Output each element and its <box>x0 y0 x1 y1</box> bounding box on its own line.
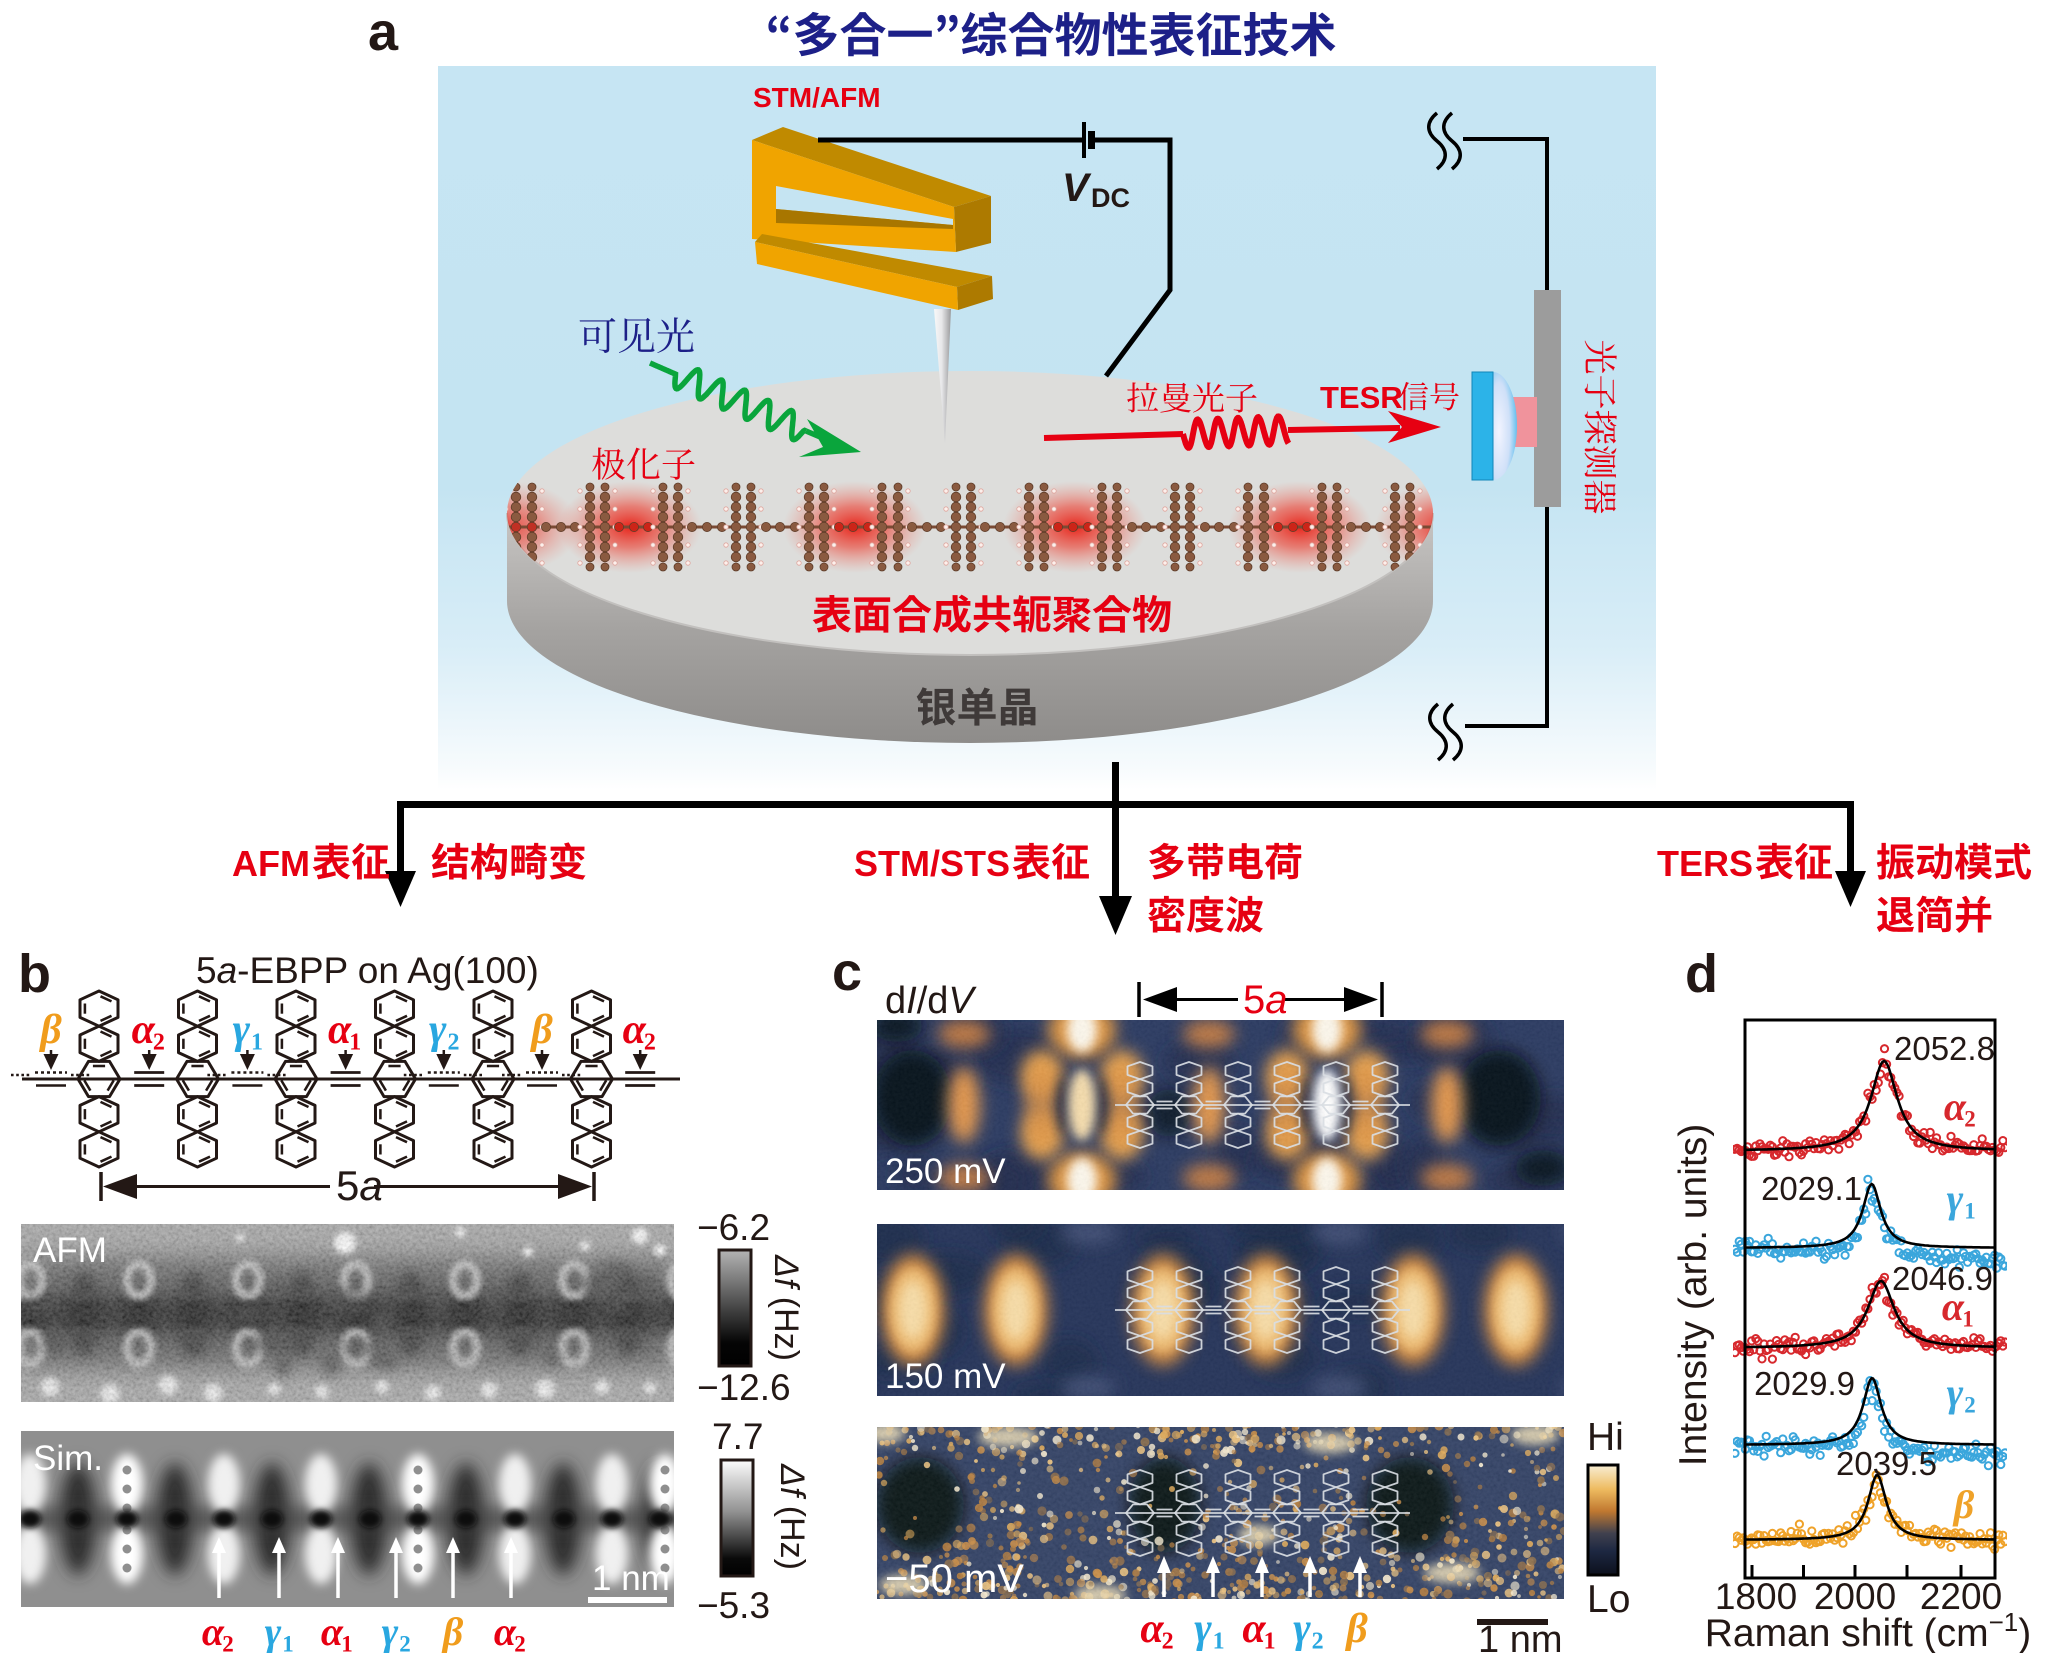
svg-text:α: α <box>1942 1284 1965 1329</box>
svg-text:2: 2 <box>399 1631 411 1653</box>
svg-text:γ: γ <box>1293 1606 1311 1652</box>
svg-text:−5.3: −5.3 <box>697 1585 770 1626</box>
svg-text:2052.8: 2052.8 <box>1894 1030 1995 1067</box>
svg-text:Δf (Hz): Δf (Hz) <box>767 1254 805 1361</box>
svg-text:1: 1 <box>282 1631 294 1653</box>
svg-text:α: α <box>132 1007 156 1053</box>
svg-text:TERS: TERS <box>1657 843 1753 884</box>
svg-text:Δf (Hz): Δf (Hz) <box>773 1463 811 1570</box>
svg-text:d: d <box>1685 944 1718 1004</box>
svg-text:γ: γ <box>1947 1370 1964 1415</box>
svg-text:α: α <box>321 1609 344 1653</box>
svg-text:β: β <box>441 1609 464 1653</box>
svg-text:1: 1 <box>1964 1198 1976 1223</box>
svg-text:γ: γ <box>1947 1176 1964 1221</box>
svg-text:2000: 2000 <box>1814 1576 1896 1617</box>
svg-text:−50 mV: −50 mV <box>885 1557 1024 1601</box>
svg-text:5a: 5a <box>336 1162 383 1209</box>
svg-text:AFM: AFM <box>33 1231 107 1270</box>
svg-text:γ: γ <box>1194 1606 1212 1652</box>
svg-text:β: β <box>38 1007 62 1053</box>
svg-text:2: 2 <box>1312 1629 1324 1653</box>
svg-text:1: 1 <box>251 1030 263 1056</box>
svg-text:2029.1: 2029.1 <box>1761 1170 1862 1207</box>
svg-text:α: α <box>494 1609 517 1653</box>
svg-text:2: 2 <box>222 1631 234 1653</box>
svg-text:7.7: 7.7 <box>712 1416 763 1457</box>
svg-text:2: 2 <box>447 1030 459 1056</box>
svg-text:β: β <box>1344 1606 1368 1652</box>
svg-text:1: 1 <box>341 1631 353 1653</box>
svg-text:1: 1 <box>1264 1629 1276 1653</box>
svg-text:2: 2 <box>514 1631 526 1653</box>
svg-text:DC: DC <box>1091 183 1130 213</box>
svg-text:1: 1 <box>1962 1306 1974 1331</box>
svg-text:b: b <box>18 944 51 1004</box>
svg-text:γ: γ <box>429 1007 447 1053</box>
svg-text:2039.5: 2039.5 <box>1836 1445 1937 1482</box>
svg-text:STM/AFM: STM/AFM <box>753 82 881 113</box>
svg-text:α: α <box>328 1007 352 1053</box>
svg-text:5a-EBPP on Ag(100): 5a-EBPP on Ag(100) <box>196 950 539 991</box>
svg-text:α: α <box>1242 1606 1266 1652</box>
svg-text:TESR: TESR <box>1320 380 1403 415</box>
svg-text:2: 2 <box>1964 1392 1976 1417</box>
svg-text:α: α <box>202 1609 225 1653</box>
svg-text:Hi: Hi <box>1587 1416 1624 1459</box>
svg-text:β: β <box>1952 1482 1975 1527</box>
svg-text:−12.6: −12.6 <box>697 1367 791 1408</box>
svg-text:a: a <box>368 2 399 62</box>
svg-text:−6.2: −6.2 <box>697 1207 770 1248</box>
svg-text:250 mV: 250 mV <box>885 1152 1006 1191</box>
svg-text:dI/dV: dI/dV <box>885 980 977 1022</box>
svg-text:1 nm: 1 nm <box>592 1559 670 1598</box>
svg-text:STM/STS: STM/STS <box>854 843 1010 884</box>
svg-text:γ: γ <box>382 1609 399 1653</box>
svg-text:α: α <box>1944 1084 1967 1129</box>
svg-text:2: 2 <box>1162 1629 1174 1653</box>
svg-text:1: 1 <box>1213 1629 1225 1653</box>
svg-text:γ: γ <box>265 1609 282 1653</box>
svg-text:5a: 5a <box>1243 978 1288 1022</box>
svg-text:γ: γ <box>233 1007 251 1053</box>
svg-text:150 mV: 150 mV <box>885 1357 1006 1396</box>
svg-text:2: 2 <box>644 1030 656 1056</box>
svg-text:1: 1 <box>349 1030 361 1056</box>
svg-text:2029.9: 2029.9 <box>1754 1365 1855 1402</box>
svg-text:α: α <box>623 1007 647 1053</box>
svg-text:AFM: AFM <box>232 843 310 884</box>
svg-text:2: 2 <box>153 1030 165 1056</box>
svg-text:β: β <box>529 1007 553 1053</box>
svg-text:1800: 1800 <box>1715 1576 1797 1617</box>
svg-text:V: V <box>1062 166 1092 210</box>
svg-text:2: 2 <box>1964 1106 1976 1131</box>
svg-text:α: α <box>1140 1606 1164 1652</box>
svg-text:Intensity (arb. units): Intensity (arb. units) <box>1672 1124 1715 1466</box>
svg-text:1 nm: 1 nm <box>1478 1619 1562 1653</box>
svg-text:Raman shift (cm−1): Raman shift (cm−1) <box>1705 1607 2032 1653</box>
svg-text:c: c <box>832 942 862 1002</box>
svg-text:2200: 2200 <box>1920 1576 2002 1617</box>
svg-text:Lo: Lo <box>1587 1578 1630 1621</box>
svg-text:Sim.: Sim. <box>33 1439 103 1478</box>
svg-text:2046.9: 2046.9 <box>1892 1260 1993 1297</box>
